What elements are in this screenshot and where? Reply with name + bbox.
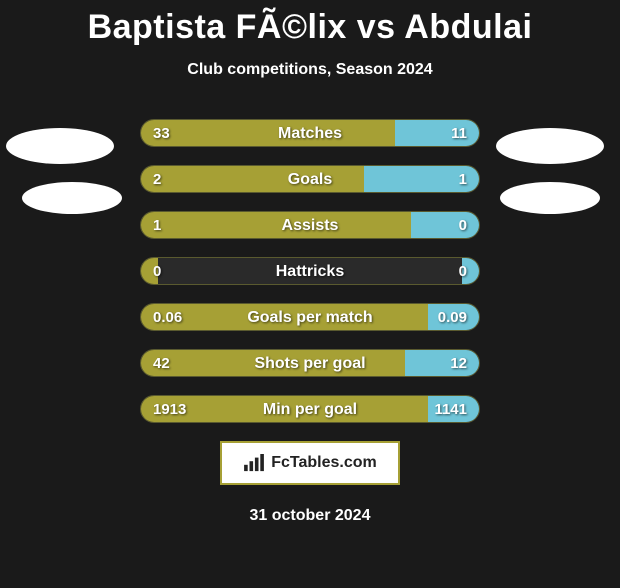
stat-value-left: 0.06 <box>153 304 182 330</box>
stat-value-left: 1 <box>153 212 161 238</box>
stat-label: Goals <box>141 166 479 192</box>
stat-row: Matches33 11 <box>140 119 480 147</box>
stat-value-right: 0 <box>459 212 467 238</box>
date-label: 31 october 2024 <box>0 507 620 525</box>
stat-row: Goals per match0.06 0.09 <box>140 303 480 331</box>
stat-value-right: 0 <box>459 258 467 284</box>
stat-label: Goals per match <box>141 304 479 330</box>
stat-value-left: 0 <box>153 258 161 284</box>
decorative-ellipse <box>496 128 604 164</box>
stat-value-right: 11 <box>451 120 467 146</box>
logo-text: FcTables.com <box>271 454 377 472</box>
stat-value-right: 1 <box>459 166 467 192</box>
stat-row: Goals2 1 <box>140 165 480 193</box>
stat-row: Assists1 0 <box>140 211 480 239</box>
decorative-ellipse <box>6 128 114 164</box>
comparison-bars: Matches3311Goals21Assists10Hattricks00Go… <box>0 119 620 423</box>
stat-row: Shots per goal42 12 <box>140 349 480 377</box>
logo-badge: FcTables.com <box>220 441 400 485</box>
bar-chart-icon <box>243 454 265 472</box>
stat-value-left: 33 <box>153 120 170 146</box>
page-title: Baptista FÃ©lix vs Abdulai <box>0 8 620 47</box>
subtitle: Club competitions, Season 2024 <box>0 61 620 79</box>
stat-value-left: 1913 <box>153 396 186 422</box>
stat-row: Hattricks0 0 <box>140 257 480 285</box>
stat-value-left: 2 <box>153 166 161 192</box>
stat-label: Hattricks <box>141 258 479 284</box>
stat-label: Shots per goal <box>141 350 479 376</box>
stat-value-left: 42 <box>153 350 170 376</box>
stat-value-right: 1141 <box>434 396 467 422</box>
decorative-ellipse <box>22 182 122 214</box>
decorative-ellipse <box>500 182 600 214</box>
stat-label: Min per goal <box>141 396 479 422</box>
stat-label: Matches <box>141 120 479 146</box>
stat-value-right: 0.09 <box>438 304 467 330</box>
stat-label: Assists <box>141 212 479 238</box>
stat-row: Min per goal1913 1141 <box>140 395 480 423</box>
stat-value-right: 12 <box>450 350 467 376</box>
